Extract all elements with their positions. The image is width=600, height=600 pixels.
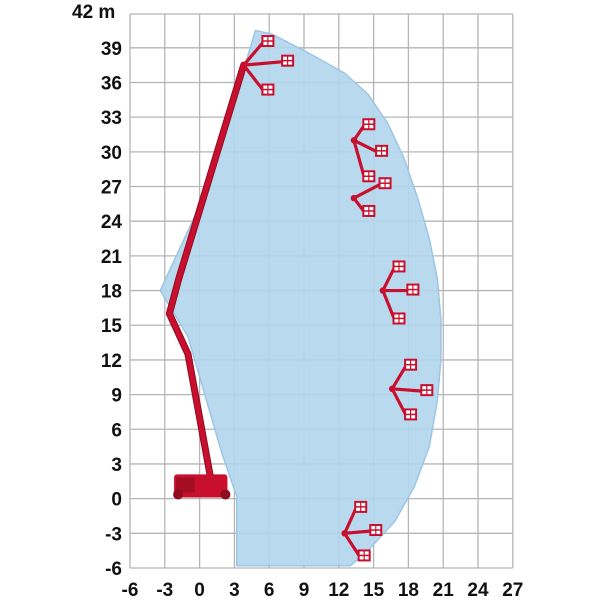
jib-arm xyxy=(390,387,408,418)
x-tick-label: -6 xyxy=(122,580,139,600)
y-tick-label: -6 xyxy=(105,559,122,580)
chassis-engine xyxy=(176,477,195,493)
reach-envelope-area xyxy=(159,29,442,567)
y-tick-label: 33 xyxy=(101,108,122,129)
y-tick-label: 0 xyxy=(111,490,122,511)
y-tick-label: 36 xyxy=(101,73,122,94)
height-unit-label: 42 m xyxy=(72,2,115,23)
jib-arm xyxy=(352,182,383,200)
jib-arm xyxy=(343,531,362,559)
y-tick-label: 21 xyxy=(101,247,123,268)
x-tick-label: 6 xyxy=(264,580,275,600)
jib-arm xyxy=(242,60,285,67)
aerial-platform xyxy=(165,35,434,562)
x-tick-label: 27 xyxy=(502,580,523,600)
jib-arm xyxy=(343,529,373,535)
y-tick-label: 39 xyxy=(101,39,122,60)
x-tick-label: 15 xyxy=(363,580,385,600)
jib-arm xyxy=(352,138,379,154)
jib-arm xyxy=(390,387,424,393)
jib-arm xyxy=(390,364,408,391)
y-tick-label: 6 xyxy=(111,420,122,441)
x-tick-label: -3 xyxy=(156,580,173,600)
x-axis-ticks: -6 -3 0 3 6 9 12 15 18 21 24 27 xyxy=(122,580,524,600)
x-tick-label: 18 xyxy=(398,580,419,600)
x-tick-label: 12 xyxy=(328,580,349,600)
reach-envelope xyxy=(159,29,442,567)
x-tick-label: 21 xyxy=(433,580,455,600)
y-tick-label: 27 xyxy=(101,178,122,199)
x-tick-label: 9 xyxy=(299,580,310,600)
y-tick-label: 30 xyxy=(101,143,122,164)
y-tick-label: 18 xyxy=(101,282,122,303)
chassis-wheel xyxy=(173,489,184,500)
x-tick-label: 0 xyxy=(194,580,205,600)
x-tick-label: 3 xyxy=(229,580,240,600)
chassis-wheel xyxy=(220,489,231,500)
y-tick-label: 15 xyxy=(101,316,123,337)
y-tick-label: 3 xyxy=(111,455,122,476)
turret xyxy=(206,476,217,487)
y-tick-label: 9 xyxy=(111,386,122,407)
y-tick-label: -3 xyxy=(105,524,122,545)
main-boom xyxy=(166,62,247,484)
y-tick-label: 24 xyxy=(101,212,123,233)
y-tick-label: 12 xyxy=(101,351,122,372)
jib-arm xyxy=(242,63,265,93)
jib-arm xyxy=(242,40,265,67)
x-tick-label: 24 xyxy=(467,580,489,600)
